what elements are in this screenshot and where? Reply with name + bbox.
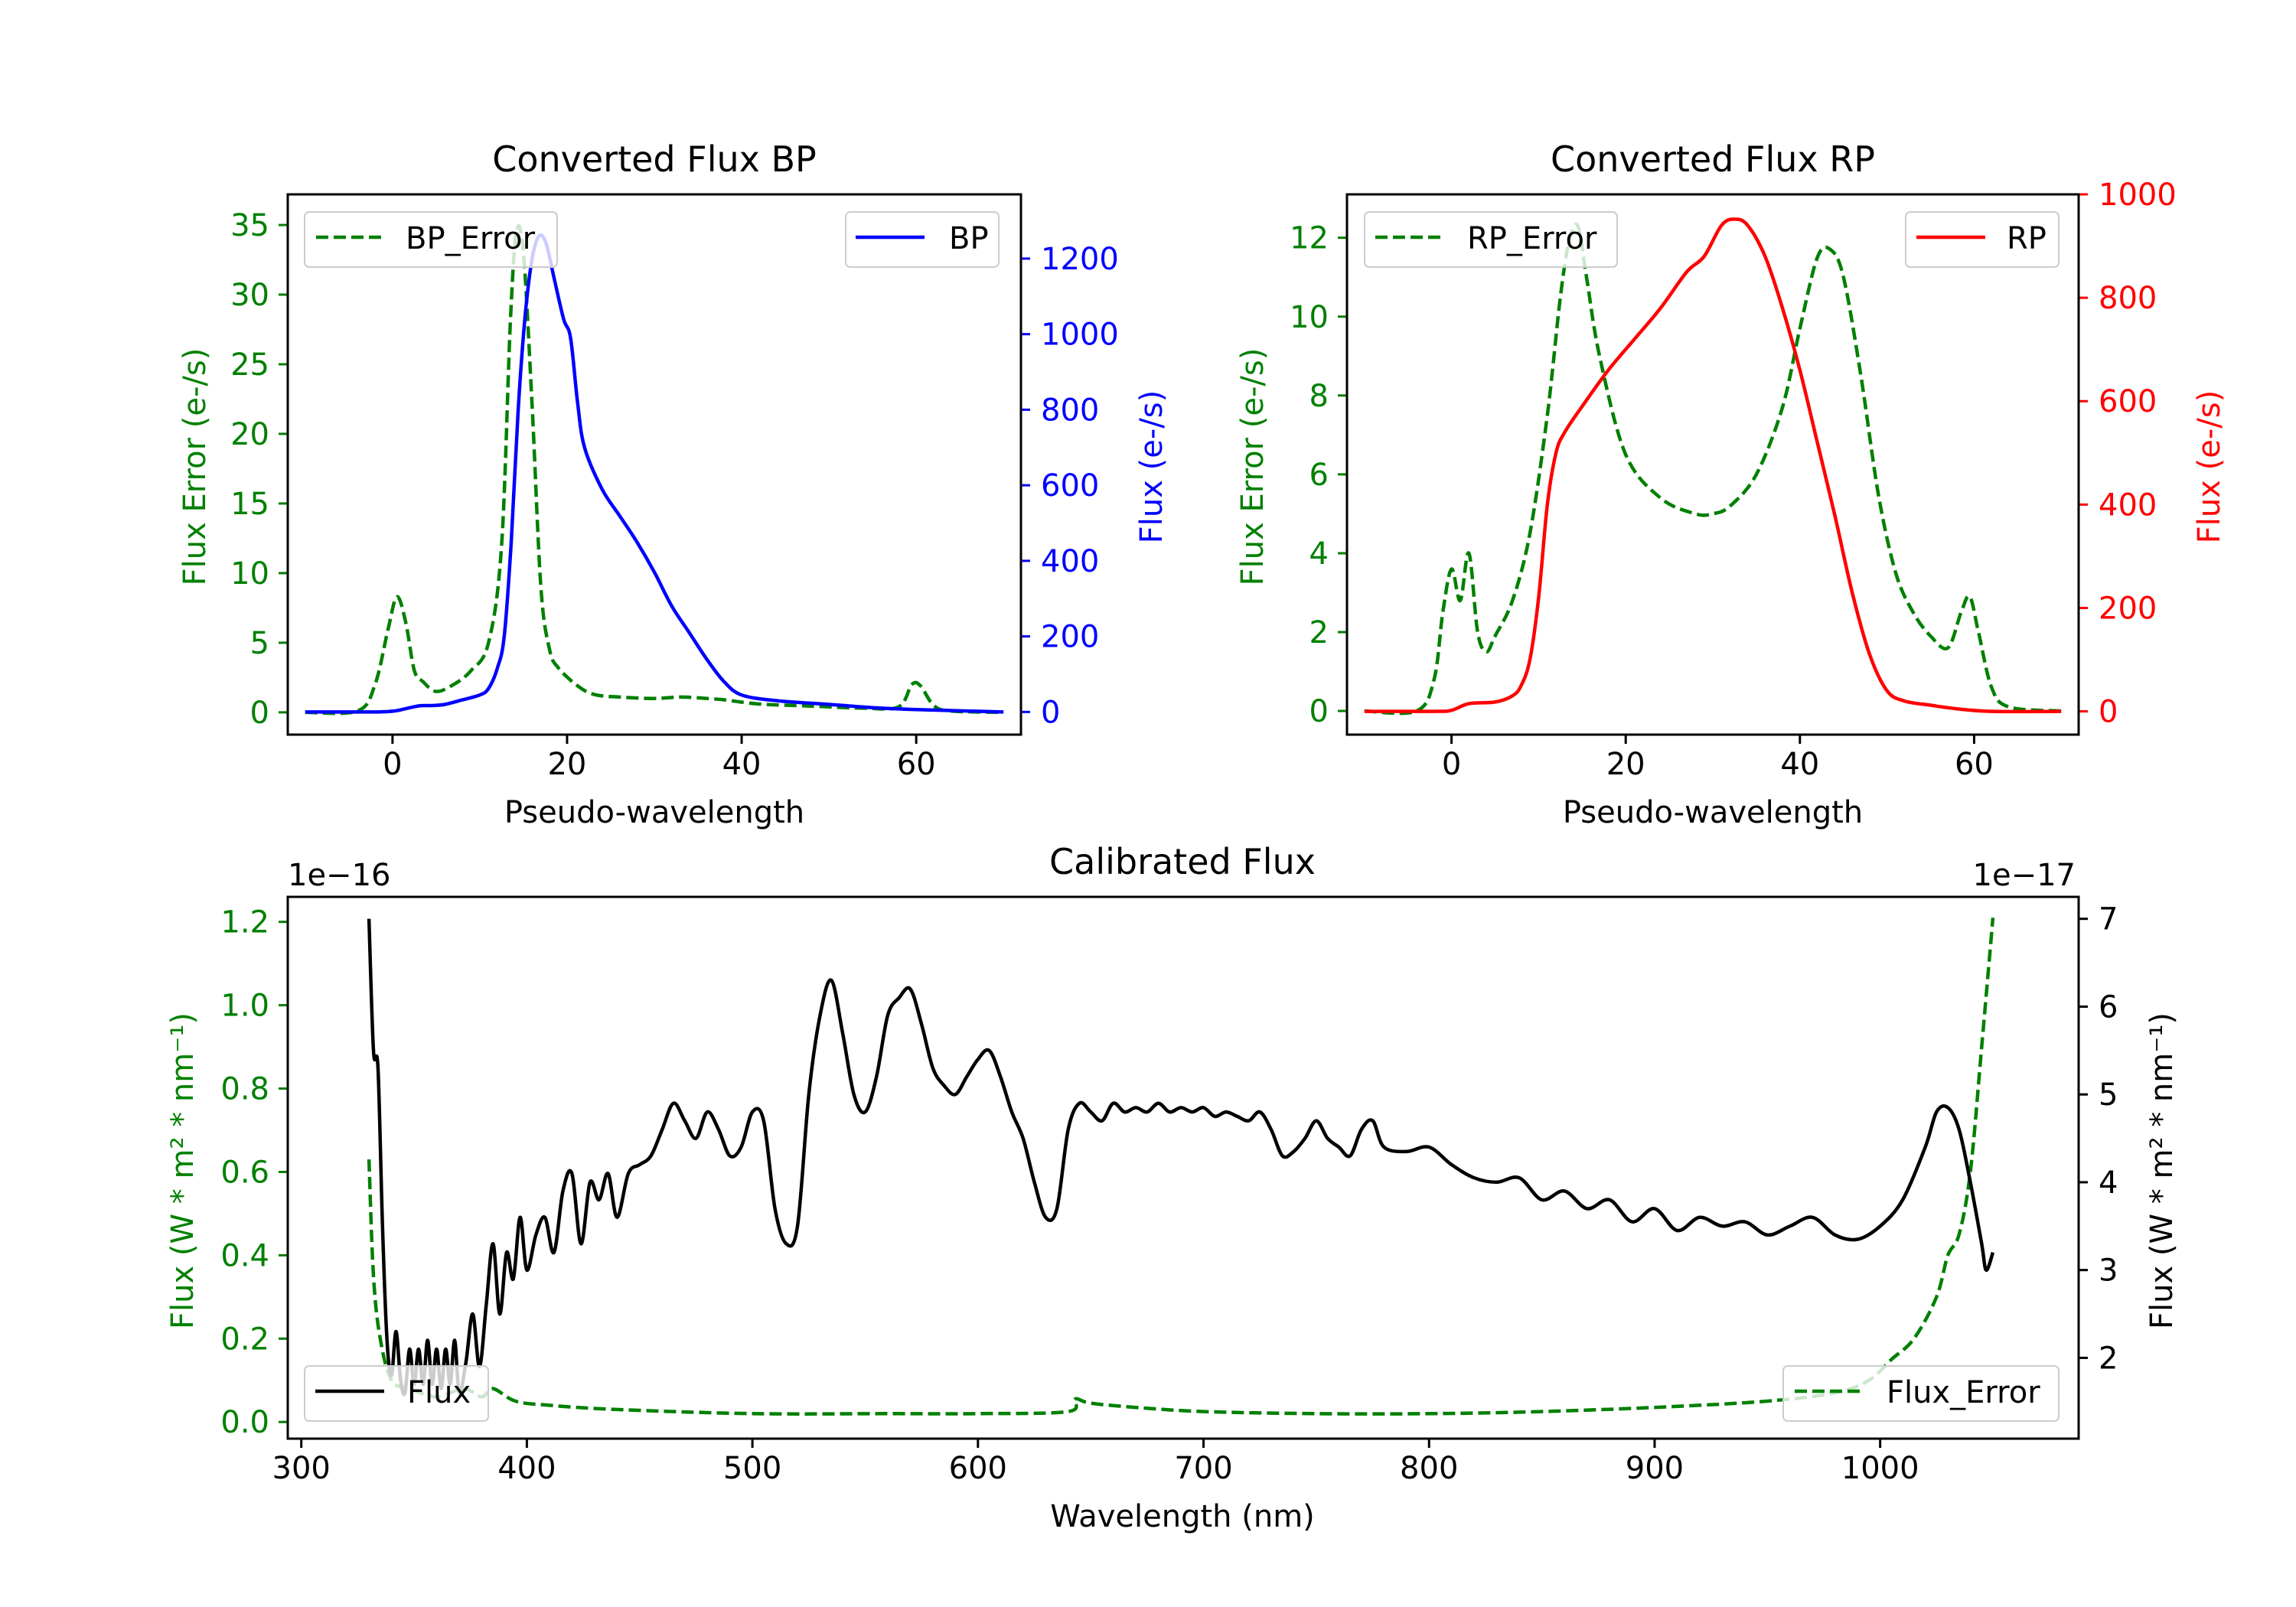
rp-right-y-tick-label: 600 — [2099, 384, 2157, 419]
bp-x-axis-label: Pseudo-wavelength — [504, 795, 804, 830]
rp-legend-right-label: RP — [2007, 221, 2047, 256]
rp-left-y-tick-label: 12 — [1290, 221, 1329, 256]
cal-right-offset-label: 1e−17 — [1973, 858, 2076, 893]
cal-x-tick-label: 400 — [497, 1451, 556, 1486]
rp-left-y-tick-label: 10 — [1290, 300, 1329, 335]
rp-title: Converted Flux RP — [1551, 139, 1875, 180]
rp-right-y-tick-label: 0 — [2099, 695, 2118, 730]
cal-legend-right-label: Flux_Error — [1887, 1375, 2040, 1410]
rp-right-y-tick-label: 1000 — [2099, 178, 2177, 213]
bp-right-y-tick-label: 0 — [1041, 695, 1060, 730]
cal-left-y-tick-label: 0.4 — [220, 1238, 269, 1273]
rp-x-tick-label: 60 — [1955, 747, 1994, 782]
rp-left-y-tick-label: 8 — [1309, 379, 1329, 414]
cal-right-y-tick-label: 4 — [2099, 1165, 2118, 1201]
cal-left-y-tick-label: 1.2 — [220, 905, 269, 940]
rp-left-axis-label: Flux Error (e-/s) — [1235, 348, 1270, 586]
cal-right-y-tick-label: 6 — [2099, 989, 2118, 1025]
cal-left-offset-label: 1e−16 — [288, 858, 390, 893]
cal-x-tick-label: 300 — [272, 1451, 331, 1486]
cal-title: Calibrated Flux — [1049, 841, 1316, 882]
bp-x-tick-label: 20 — [547, 747, 586, 782]
rp-left-y-tick-label: 0 — [1309, 694, 1329, 729]
cal-right-y-tick-label: 7 — [2099, 902, 2118, 937]
bp-right-y-tick-label: 800 — [1041, 393, 1099, 428]
bp-right-y-tick-label: 600 — [1041, 468, 1099, 504]
cal-x-tick-label: 1000 — [1841, 1451, 1919, 1486]
rp-x-tick-label: 0 — [1442, 747, 1461, 782]
bp-left-y-tick-label: 20 — [230, 417, 269, 452]
bp-legend-right: BP — [846, 212, 999, 267]
bp-x-tick-label: 40 — [722, 747, 762, 782]
rp-right-axis-label: Flux (e-/s) — [2192, 390, 2227, 543]
bp-left-axis-label: Flux Error (e-/s) — [178, 348, 213, 586]
cal-left-axis-label: Flux (W * m² * nm⁻¹) — [165, 1012, 201, 1329]
bp-right-y-tick-label: 200 — [1041, 620, 1099, 655]
cal-left-y-tick-label: 0.6 — [220, 1155, 269, 1190]
cal-left-y-tick-label: 1.0 — [220, 989, 269, 1024]
rp-left-y-tick-label: 4 — [1309, 536, 1329, 572]
cal-right-axis-label: Flux (W * m² * nm⁻¹) — [2144, 1012, 2180, 1329]
cal-legend-left-label: Flux — [407, 1375, 471, 1410]
cal-x-tick-label: 500 — [723, 1451, 781, 1486]
cal-x-tick-label: 600 — [949, 1451, 1007, 1486]
bp-x-tick-label: 60 — [897, 747, 936, 782]
bp-x-tick-label: 0 — [383, 747, 402, 782]
bp-left-y-tick-label: 0 — [250, 696, 269, 731]
bp-left-y-tick-label: 5 — [250, 626, 269, 661]
rp-x-tick-label: 40 — [1780, 747, 1819, 782]
cal-left-y-tick-label: 0.2 — [220, 1322, 269, 1357]
rp-right-y-tick-label: 800 — [2099, 281, 2157, 316]
cal-right-y-tick-label: 2 — [2099, 1341, 2118, 1376]
cal-legend-left: Flux — [305, 1366, 488, 1421]
cal-x-tick-label: 800 — [1400, 1451, 1458, 1486]
bp-legend-right-label: BP — [949, 221, 989, 256]
rp-x-axis-label: Pseudo-wavelength — [1563, 795, 1863, 830]
cal-x-axis-label: Wavelength (nm) — [1050, 1499, 1315, 1534]
figure: Converted Flux BP 0 20 40 60051015202530350… — [0, 0, 2296, 1607]
rp-x-tick-label: 20 — [1606, 747, 1645, 782]
bp-title: Converted Flux BP — [492, 139, 817, 180]
rp-left-y-tick-label: 2 — [1309, 615, 1329, 650]
cal-x-tick-label: 900 — [1626, 1451, 1684, 1486]
bp-right-y-tick-label: 1000 — [1041, 318, 1119, 353]
cal-left-y-tick-label: 0.8 — [220, 1072, 269, 1107]
cal-legend-right: Flux_Error — [1783, 1366, 2059, 1421]
bp-right-y-tick-label: 1200 — [1041, 242, 1119, 277]
bp-right-y-tick-label: 400 — [1041, 544, 1099, 579]
bp-left-y-tick-label: 25 — [230, 347, 269, 383]
cal-left-y-tick-label: 0.0 — [220, 1405, 269, 1440]
bp-left-y-tick-label: 30 — [230, 278, 269, 313]
cal-right-y-tick-label: 3 — [2099, 1253, 2118, 1289]
cal-right-y-tick-label: 5 — [2099, 1077, 2118, 1113]
rp-legend-left: RP_Error — [1365, 212, 1617, 267]
bp-legend-left-label: BP_Error — [406, 221, 536, 256]
rp-legend-left-label: RP_Error — [1467, 221, 1597, 256]
bp-left-y-tick-label: 10 — [230, 556, 269, 592]
rp-legend-right: RP — [1906, 212, 2059, 267]
bp-right-axis-label: Flux (e-/s) — [1134, 390, 1169, 543]
bp-left-y-tick-label: 15 — [230, 487, 269, 522]
rp-left-y-tick-label: 6 — [1309, 458, 1329, 493]
rp-right-y-tick-label: 400 — [2099, 487, 2157, 523]
bp-left-y-tick-label: 35 — [230, 208, 269, 243]
rp-right-y-tick-label: 200 — [2099, 591, 2157, 626]
cal-x-tick-label: 700 — [1174, 1451, 1232, 1486]
bp-legend-left: BP_Error — [305, 212, 557, 267]
